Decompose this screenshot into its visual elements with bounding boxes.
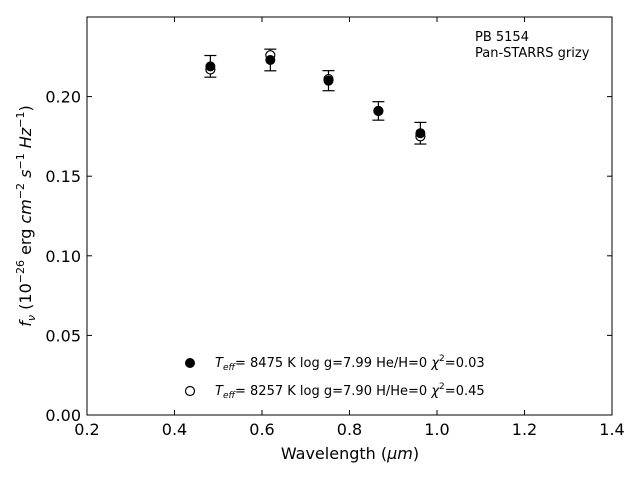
- legend-marker-open: [184, 385, 196, 397]
- data-points: [204, 48, 427, 145]
- filled-marker: [323, 75, 334, 86]
- x-tick-label: 0.4: [162, 420, 187, 439]
- legend-entry-open: Teff= 8257 K log g=7.90 H/He=0 χ2=0.45: [215, 382, 485, 401]
- legend: Teff= 8475 K log g=7.99 He/H=0 χ2=0.03 T…: [184, 354, 485, 401]
- filled-marker: [205, 61, 216, 72]
- filled-marker: [415, 128, 426, 139]
- annotation-object: PB 5154: [475, 30, 529, 45]
- filled-marker: [373, 105, 384, 116]
- x-tick-label: 0.2: [74, 420, 99, 439]
- legend-entry-filled: Teff= 8475 K log g=7.99 He/H=0 χ2=0.03: [215, 354, 485, 373]
- x-tick-label: 0.8: [337, 420, 362, 439]
- y-tick-label: 0.20: [45, 88, 81, 107]
- y-axis-ticks: 0.00 0.05 0.10 0.15 0.20: [45, 88, 612, 425]
- x-axis-ticks: 0.2 0.4 0.6 0.8 1.0 1.2 1.4: [74, 17, 625, 439]
- x-axis-label: Wavelength (μm): [281, 444, 419, 463]
- y-tick-label: 0.15: [45, 167, 81, 186]
- x-tick-label: 1.2: [512, 420, 537, 439]
- y-tick-label: 0.00: [45, 406, 81, 425]
- legend-marker-filled: [185, 358, 195, 368]
- filled-marker: [265, 54, 276, 65]
- y-tick-label: 0.05: [45, 326, 81, 345]
- y-tick-label: 0.10: [45, 247, 81, 266]
- x-tick-label: 1.4: [599, 420, 624, 439]
- y-axis-label: fν (10−26 erg cm−2 s−1 Hz−1): [14, 105, 38, 326]
- x-tick-label: 0.6: [249, 420, 274, 439]
- x-tick-label: 1.0: [424, 420, 449, 439]
- annotation-survey: Pan-STARRS grizy: [475, 46, 590, 61]
